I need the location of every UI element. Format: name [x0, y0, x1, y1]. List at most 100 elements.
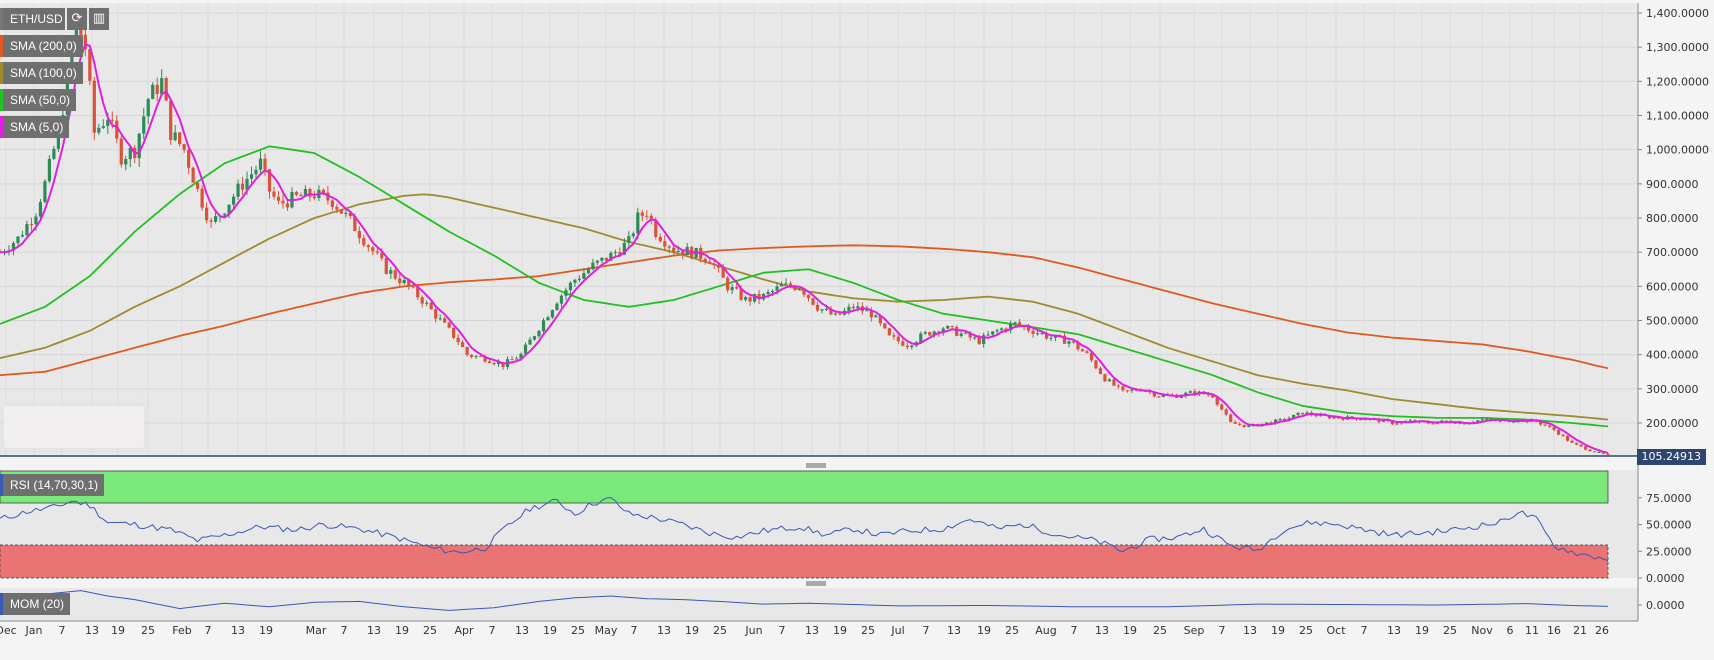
date-tick-label: Oct	[1326, 624, 1346, 637]
indicator-sma200[interactable]: SMA (200,0)	[0, 35, 83, 57]
candle-body	[330, 200, 334, 207]
candle-body	[447, 322, 451, 328]
price-tick-label: 700.0000	[1646, 246, 1699, 259]
mom-label[interactable]: MOM (20)	[0, 593, 70, 615]
rsi-overbought-zone	[0, 470, 1609, 504]
price-panel[interactable]	[0, 3, 1638, 456]
candle-body	[514, 358, 519, 360]
candle-body	[1265, 422, 1269, 424]
candle-body	[70, 48, 74, 74]
candle-body	[672, 247, 676, 252]
candle-body	[766, 292, 770, 295]
candle-body	[1278, 418, 1282, 420]
candle-body	[389, 270, 393, 274]
candle-body	[1498, 420, 1502, 422]
candle-body	[101, 126, 105, 128]
candle-body	[649, 215, 653, 221]
candle-body	[1606, 453, 1610, 455]
candle-body	[838, 313, 842, 315]
candle-body	[1220, 404, 1224, 410]
candle-body	[344, 212, 348, 214]
candle-body	[92, 80, 96, 133]
candle-body	[1485, 418, 1489, 420]
candle-body	[802, 288, 806, 295]
candle-body	[1574, 442, 1579, 445]
candle-body	[227, 204, 231, 214]
candle-body	[793, 286, 797, 290]
candle-body	[1121, 386, 1125, 391]
candle-body	[528, 339, 532, 345]
candle-body	[353, 216, 357, 232]
candle-body	[573, 279, 577, 283]
candle-body	[1242, 424, 1246, 427]
candle-body	[110, 119, 114, 121]
date-tick-label: May	[595, 624, 618, 637]
candle-body	[1009, 323, 1013, 331]
candle-body	[487, 361, 492, 364]
candle-body	[577, 278, 582, 280]
candle-body	[1291, 414, 1296, 419]
candle-body	[874, 315, 878, 318]
candle-body	[1112, 379, 1116, 386]
date-tick-label: 13	[515, 624, 529, 637]
candle-body	[896, 336, 900, 342]
candle-body	[694, 247, 698, 258]
candle-body	[209, 220, 213, 222]
panel-resize-handle-2[interactable]	[806, 581, 826, 586]
date-tick-label: 25	[141, 624, 155, 637]
candle-body	[407, 279, 411, 287]
candle-body	[299, 194, 303, 197]
date-tick-label: Dec	[0, 624, 17, 637]
candle-body	[636, 212, 640, 234]
date-tick-label: Sep	[1184, 624, 1205, 637]
panel-resize-handle[interactable]	[806, 463, 826, 468]
rsi-axis: 75.0000 50.0000 25.0000 0.0000	[1638, 492, 1692, 585]
candle-body	[173, 132, 177, 141]
refresh-icon[interactable]: ⟳	[67, 8, 87, 30]
candle-body	[1390, 420, 1395, 425]
candle-body	[1152, 392, 1156, 397]
candle-body	[83, 34, 87, 50]
candle-body	[1067, 341, 1071, 344]
candle-body	[249, 174, 254, 179]
candle-body	[847, 306, 851, 311]
date-tick-label: 13	[1243, 624, 1257, 637]
candle-body	[959, 333, 963, 336]
candle-body	[1588, 449, 1592, 452]
date-tick-label: 25	[861, 624, 875, 637]
date-tick-label: 7	[1071, 624, 1078, 637]
candle-body	[797, 288, 802, 290]
date-tick-label: 13	[947, 624, 961, 637]
candle-body	[609, 252, 613, 261]
reset-zoom-icon[interactable]: ▥	[89, 8, 109, 30]
candle-body	[1098, 368, 1103, 375]
symbol-chip[interactable]: ETH/USD	[0, 8, 65, 30]
price-tick-label: 400.0000	[1646, 349, 1699, 362]
rsi-label[interactable]: RSI (14,70,30,1)	[0, 474, 105, 496]
indicator-sma5[interactable]: SMA (5,0)	[0, 116, 70, 138]
candle-body	[339, 209, 343, 214]
date-tick-label: 19	[395, 624, 409, 637]
candle-body	[946, 326, 950, 329]
price-grid	[0, 3, 1638, 456]
date-tick-label: 19	[1123, 624, 1137, 637]
candle-body	[321, 189, 325, 193]
candle-body	[434, 309, 438, 319]
indicator-sma100[interactable]: SMA (100,0)	[0, 62, 83, 84]
candle-body	[240, 183, 245, 190]
candle-body	[779, 284, 784, 287]
candle-body	[155, 84, 159, 95]
candle-body	[1601, 451, 1606, 454]
candle-body	[923, 332, 927, 334]
candle-body	[829, 308, 833, 315]
candle-body	[663, 241, 667, 247]
candle-body	[231, 196, 236, 205]
candle-body	[910, 345, 914, 348]
candle-body	[461, 342, 465, 348]
candle-body	[667, 246, 671, 248]
candle-body	[982, 335, 986, 345]
candle-body	[267, 169, 272, 192]
indicator-sma50[interactable]: SMA (50,0)	[0, 89, 77, 111]
candle-body	[1049, 337, 1053, 339]
